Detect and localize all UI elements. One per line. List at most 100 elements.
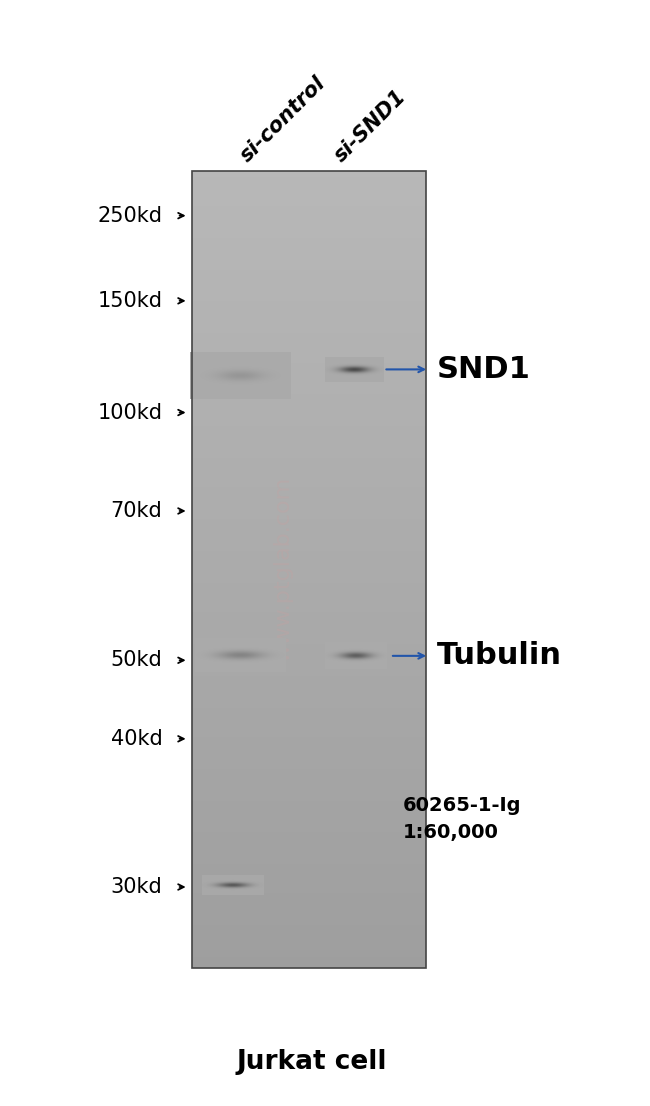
Bar — [192, 280, 426, 283]
Bar — [192, 310, 426, 312]
Bar — [192, 886, 426, 888]
Bar — [192, 803, 426, 806]
Bar — [192, 808, 426, 811]
Bar — [192, 469, 426, 471]
Bar — [192, 421, 426, 424]
Bar — [192, 901, 426, 904]
Bar — [192, 325, 426, 328]
Bar — [192, 594, 426, 596]
Bar — [192, 880, 426, 883]
Bar — [192, 302, 426, 304]
Bar — [192, 952, 426, 954]
Bar — [192, 581, 426, 583]
Bar — [192, 206, 426, 209]
Bar — [192, 864, 426, 867]
Bar — [192, 535, 426, 538]
Bar — [192, 623, 426, 625]
Bar — [192, 363, 426, 365]
Bar — [192, 713, 426, 716]
Bar — [192, 856, 426, 859]
Bar — [192, 647, 426, 649]
Bar — [192, 543, 426, 545]
Bar — [192, 359, 426, 363]
Bar — [192, 634, 426, 636]
Bar — [192, 883, 426, 886]
Bar — [192, 559, 426, 562]
Bar — [192, 554, 426, 556]
Bar — [192, 962, 426, 966]
Bar — [192, 349, 426, 352]
Bar — [192, 814, 426, 816]
Bar — [192, 456, 426, 458]
Bar — [192, 750, 426, 753]
Bar — [192, 737, 426, 740]
Bar — [192, 943, 426, 947]
Bar — [192, 384, 426, 386]
Bar — [192, 200, 426, 204]
Bar — [192, 806, 426, 808]
Text: 50kd: 50kd — [111, 650, 162, 670]
Bar — [192, 960, 426, 962]
Bar — [192, 894, 426, 896]
Bar — [192, 365, 426, 368]
Bar — [192, 448, 426, 450]
Bar — [192, 498, 426, 501]
Bar — [192, 896, 426, 899]
Bar — [192, 315, 426, 317]
Bar — [192, 742, 426, 744]
Bar — [192, 243, 426, 246]
Bar — [192, 598, 426, 602]
Bar — [192, 253, 426, 257]
Bar — [192, 827, 426, 830]
Bar — [192, 222, 426, 225]
Bar — [192, 304, 426, 306]
Bar — [192, 700, 426, 702]
Bar — [192, 509, 426, 511]
Bar — [192, 930, 426, 933]
Bar — [192, 638, 426, 641]
Bar — [192, 179, 426, 182]
Bar — [192, 811, 426, 814]
Bar — [192, 691, 426, 695]
Bar — [192, 501, 426, 503]
Bar — [192, 801, 426, 803]
Bar — [192, 549, 426, 551]
Bar — [192, 947, 426, 949]
Bar — [192, 912, 426, 915]
Bar — [192, 862, 426, 864]
Bar — [192, 674, 426, 676]
Bar — [192, 636, 426, 638]
Bar — [192, 915, 426, 917]
Bar — [192, 771, 426, 774]
Bar — [192, 926, 426, 928]
Bar — [192, 641, 426, 644]
Bar — [192, 917, 426, 920]
Bar — [192, 753, 426, 755]
Bar — [192, 386, 426, 389]
Bar — [192, 368, 426, 371]
Bar — [192, 562, 426, 564]
Text: Jurkat cell: Jurkat cell — [237, 1048, 387, 1075]
Bar — [192, 617, 426, 620]
Bar — [192, 780, 426, 782]
Bar — [192, 338, 426, 342]
Bar — [192, 790, 426, 793]
Bar — [192, 259, 426, 262]
Bar — [192, 452, 426, 456]
Bar — [192, 795, 426, 797]
Bar — [192, 684, 426, 687]
Text: 40kd: 40kd — [111, 729, 162, 749]
Bar — [192, 240, 426, 243]
Bar — [192, 591, 426, 594]
Bar — [192, 336, 426, 338]
Bar — [192, 530, 426, 532]
Bar — [192, 695, 426, 697]
Bar — [192, 837, 426, 841]
Bar — [192, 651, 426, 655]
Bar — [192, 490, 426, 492]
Bar — [192, 949, 426, 952]
Bar — [192, 933, 426, 936]
Bar — [192, 833, 426, 835]
Bar — [192, 328, 426, 331]
Bar — [192, 718, 426, 721]
